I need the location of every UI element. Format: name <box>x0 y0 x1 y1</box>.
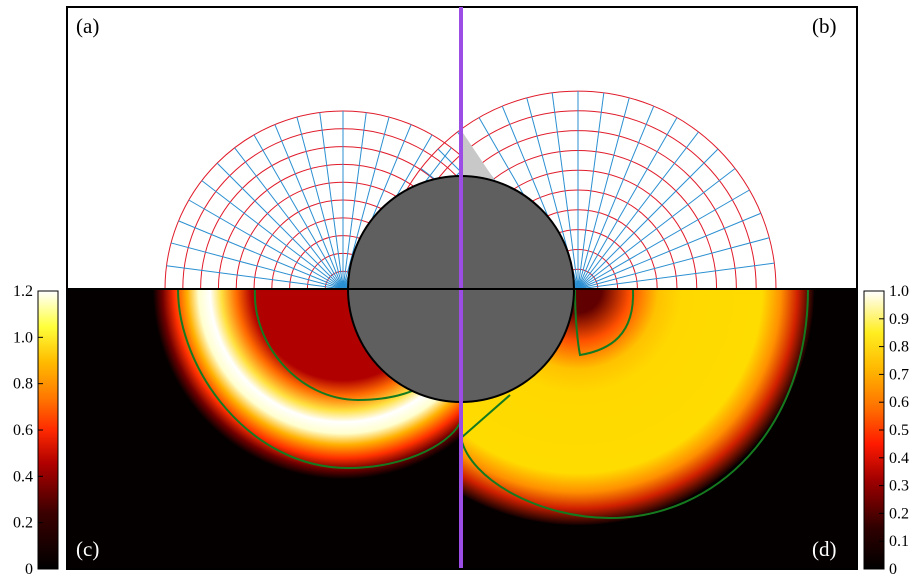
panel-b-label: (b) <box>812 14 837 38</box>
colorbar-tick-label: 0.3 <box>889 478 909 495</box>
grid-ray <box>201 180 344 290</box>
grid-ray <box>577 105 655 290</box>
colorbar-tick-label: 0 <box>25 561 33 575</box>
colorbar-tick-label: 1.0 <box>889 283 909 300</box>
colorbar-tick-label: 0.8 <box>889 339 909 356</box>
grid-ray <box>274 124 344 290</box>
colorbar-tick-label: 0 <box>889 561 897 575</box>
colorbar-tick-label: 0.4 <box>889 450 909 467</box>
bottom-frame <box>66 288 858 570</box>
colorbar-tick-label: 1.2 <box>13 283 33 300</box>
colorbar-tick-label: 0.2 <box>889 505 909 522</box>
grid-ray <box>577 262 775 290</box>
panel-d-contours <box>460 288 809 520</box>
grid-ray <box>253 134 344 290</box>
grid-ray <box>577 92 605 290</box>
colorbar-right-ticks: 0 0.1 0.2 0.3 0.4 0.5 0.6 0.7 0.8 0.9 1.0 <box>879 283 909 575</box>
panel-c-label: (c) <box>76 537 99 561</box>
colorbar-tick-label: 0.1 <box>889 533 909 550</box>
colorbar-tick-label: 0.5 <box>889 422 909 439</box>
colorbar-tick-label: 1.0 <box>13 329 33 346</box>
panel-d-label: (d) <box>812 537 837 561</box>
grid-ray <box>188 199 344 290</box>
grid-ray <box>577 168 736 290</box>
colorbar-tick-label: 0.8 <box>13 376 33 393</box>
grid-ray <box>551 92 579 290</box>
colorbar-tick-label: 0.6 <box>889 394 909 411</box>
grid-ray <box>577 117 678 290</box>
colorbar-left-ticks: 0 0.2 0.4 0.6 0.8 1.0 1.2 <box>13 283 43 575</box>
colorbar-tick-label: 0.2 <box>13 515 33 532</box>
grid-ray <box>166 265 344 290</box>
grid-ray <box>577 131 699 290</box>
grid-ray <box>577 148 719 290</box>
colorbar-tick-label: 0.9 <box>889 311 909 328</box>
grid-ray <box>342 112 367 290</box>
grid-ray <box>170 242 344 290</box>
grid-ray <box>577 189 750 290</box>
colorbar-tick-label: 0.6 <box>13 422 33 439</box>
grid-ray <box>577 97 630 290</box>
grid-ray <box>234 147 344 290</box>
colorbar-tick-label: 0.4 <box>13 468 33 485</box>
colorbar-tick-label: 0.7 <box>889 366 909 383</box>
grid-ray <box>577 212 762 290</box>
grid-ray <box>216 162 344 290</box>
grid-ray <box>319 112 344 290</box>
panel-a-label: (a) <box>76 14 99 38</box>
grid-ray <box>296 116 344 290</box>
grid-ray <box>577 237 770 290</box>
grid-ray <box>178 220 344 290</box>
